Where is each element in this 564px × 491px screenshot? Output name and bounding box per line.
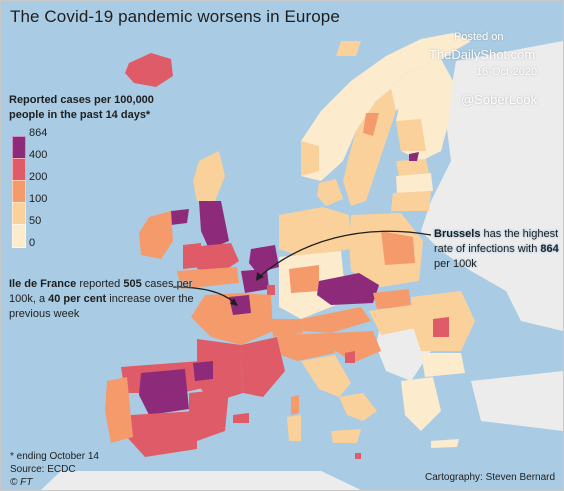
italy-center <box>301 355 351 397</box>
austria <box>301 307 371 333</box>
finland-region-2 <box>396 119 426 151</box>
balearics <box>233 413 249 423</box>
legend-tick-label: 864 <box>29 127 48 139</box>
ile-de-france-annotation: Ile de France reported 505 cases per 100… <box>9 277 199 322</box>
brussels-arrowhead <box>256 272 264 281</box>
footnote-cartography: Cartography: Steven Bernard <box>425 472 556 483</box>
idf-arrow <box>172 286 236 304</box>
corsica <box>291 395 299 415</box>
france-southeast <box>241 337 285 397</box>
italy-north <box>277 333 335 361</box>
portugal <box>105 377 133 443</box>
legend-tick-label: 0 <box>29 237 36 249</box>
malta <box>355 453 361 459</box>
italy-south <box>339 393 377 421</box>
luxembourg <box>267 285 275 295</box>
england-north <box>199 201 229 249</box>
spain-madrid <box>139 369 189 415</box>
netherlands <box>249 245 279 273</box>
idf-text-a: reported <box>76 278 124 290</box>
legend-title: Reported cases per 100,000 people in the… <box>9 94 154 121</box>
poland-east <box>381 231 415 265</box>
idf-increase: 40 per cent <box>48 293 107 305</box>
turkey-nodata <box>471 371 563 431</box>
estonia <box>396 159 429 176</box>
spain-navarre <box>193 361 213 381</box>
slovakia <box>373 289 411 309</box>
switzerland <box>271 319 303 337</box>
france-north <box>191 293 273 345</box>
footnote-credit: © FT <box>10 477 33 488</box>
greece-island <box>431 439 459 448</box>
watermark-posted: Posted on <box>454 31 504 43</box>
sardinia <box>287 415 301 441</box>
brussels-annotation: Brussels has the highest rate of infecti… <box>434 227 563 272</box>
greece <box>401 377 441 431</box>
denmark <box>317 179 343 206</box>
legend-tick-label: 200 <box>29 171 48 183</box>
croatia <box>331 331 381 363</box>
norway-region-2 <box>301 141 319 176</box>
england-mid <box>197 243 239 273</box>
legend-swatch <box>12 180 26 204</box>
norway-region-3 <box>336 41 361 56</box>
germany-north <box>279 207 351 257</box>
ireland <box>139 211 173 259</box>
czechia <box>317 273 379 305</box>
sweden-region-3 <box>363 113 379 136</box>
idf-arrowhead <box>230 298 238 306</box>
iceland <box>125 53 173 87</box>
legend-swatch <box>12 202 26 226</box>
spain-east <box>189 389 229 441</box>
bulgaria <box>421 353 465 377</box>
wales <box>183 243 201 269</box>
norway-region <box>301 33 471 181</box>
footnote-ending: * ending October 14 <box>10 451 99 462</box>
sweden-region <box>343 89 396 206</box>
north-africa-nodata <box>41 471 361 490</box>
estonia-hotspot <box>409 152 419 161</box>
lithuania <box>391 191 431 211</box>
germany-mid <box>289 265 319 293</box>
romania-hotspot <box>433 317 449 337</box>
latvia <box>396 173 433 193</box>
england-south <box>177 267 239 289</box>
northern-ireland <box>171 209 189 225</box>
italy-hotspot <box>345 351 355 363</box>
hungary <box>369 305 421 335</box>
legend-tick-label: 100 <box>29 193 48 205</box>
legend-tick-label: 400 <box>29 149 48 161</box>
legend-tick-label: 50 <box>29 215 42 227</box>
idf-bold-label: Ile de France <box>9 278 77 290</box>
watermark-site: TheDailyShot.com <box>429 47 536 62</box>
map-title: The Covid-19 pandemic worsens in Europe <box>10 7 340 26</box>
sicily <box>331 429 361 443</box>
brussels-value: 864 <box>540 243 559 255</box>
legend-swatch <box>12 136 26 160</box>
idf-cases: 505 <box>123 278 142 290</box>
brussels-unit: per 100k <box>434 258 477 270</box>
watermark-handle: @SoberLook <box>461 92 538 107</box>
legend-swatch <box>12 224 26 248</box>
legend-swatch <box>12 158 26 182</box>
idf-text-b: cases per 100k, a <box>9 278 193 305</box>
brussels-text: has the highest rate of infections with <box>434 228 559 255</box>
spain-south <box>127 411 197 457</box>
footnote-source: Source: ECDC <box>10 464 76 475</box>
brussels-bold-label: Brussels <box>434 228 481 240</box>
scotland <box>193 151 225 201</box>
france-southwest <box>197 339 243 403</box>
russia-nodata <box>421 41 563 331</box>
idf-text-c: increase over the previous week <box>9 293 194 320</box>
watermark-date: 16-Oct-2020 <box>476 66 538 78</box>
brussels-arrow <box>258 230 432 278</box>
